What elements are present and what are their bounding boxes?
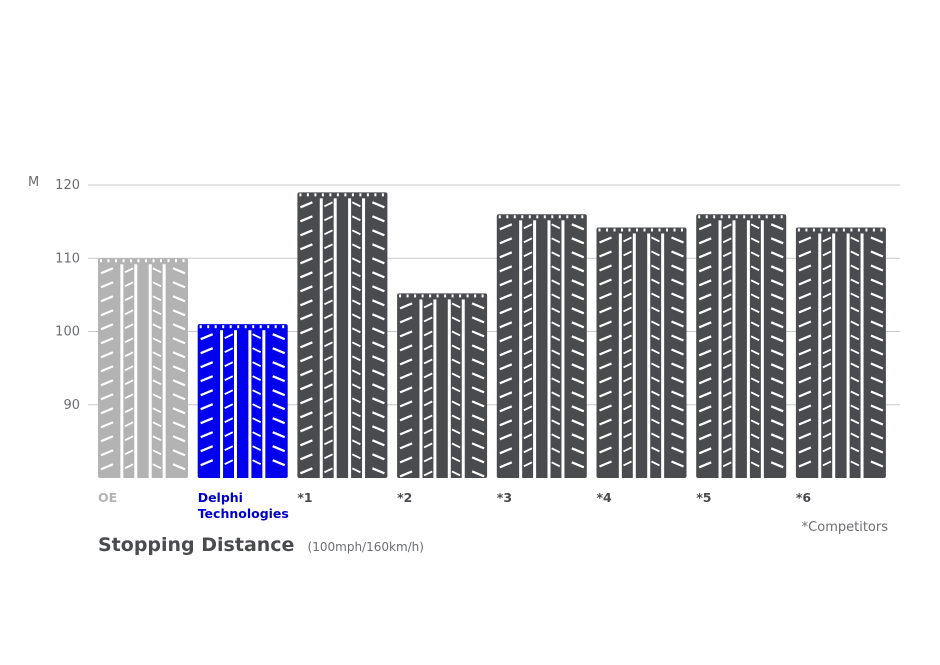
y-tick-label: 120: [55, 178, 80, 193]
bar: [795, 227, 886, 478]
bar: [596, 227, 687, 478]
bar: [496, 214, 587, 479]
category-label: OE: [98, 490, 118, 505]
chart-title: Stopping Distance: [98, 534, 295, 556]
y-axis-unit-label: M: [28, 175, 39, 190]
category-label: *1: [297, 490, 313, 505]
y-tick-label: 110: [55, 251, 80, 266]
chart-subtitle: (100mph/160km/h): [307, 540, 424, 554]
bar: [696, 214, 787, 479]
y-tick-label: 90: [63, 398, 80, 413]
bar: [98, 258, 188, 478]
bar: [297, 192, 388, 478]
category-label: *6: [795, 490, 812, 505]
bars: [98, 192, 886, 479]
y-axis-ticks: 90 100 110 120: [55, 178, 80, 413]
category-label: *4: [596, 490, 612, 505]
bar: [197, 324, 288, 478]
bar: [397, 293, 488, 478]
competitors-footnote: *Competitors: [801, 520, 888, 535]
category-label: *2: [397, 490, 413, 505]
category-label: *3: [496, 490, 513, 505]
category-label: Delphi Technologies: [197, 490, 289, 521]
chart-title-row: Stopping Distance (100mph/160km/h): [98, 534, 424, 556]
y-tick-label: 100: [55, 325, 80, 340]
category-label: *5: [696, 490, 712, 505]
